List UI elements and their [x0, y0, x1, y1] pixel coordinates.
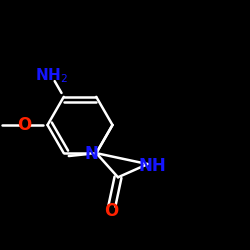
- Text: NH$_2$: NH$_2$: [35, 66, 68, 85]
- Text: O: O: [104, 202, 118, 220]
- Text: N: N: [85, 144, 99, 162]
- Text: O: O: [18, 116, 32, 134]
- Text: NH: NH: [138, 157, 166, 175]
